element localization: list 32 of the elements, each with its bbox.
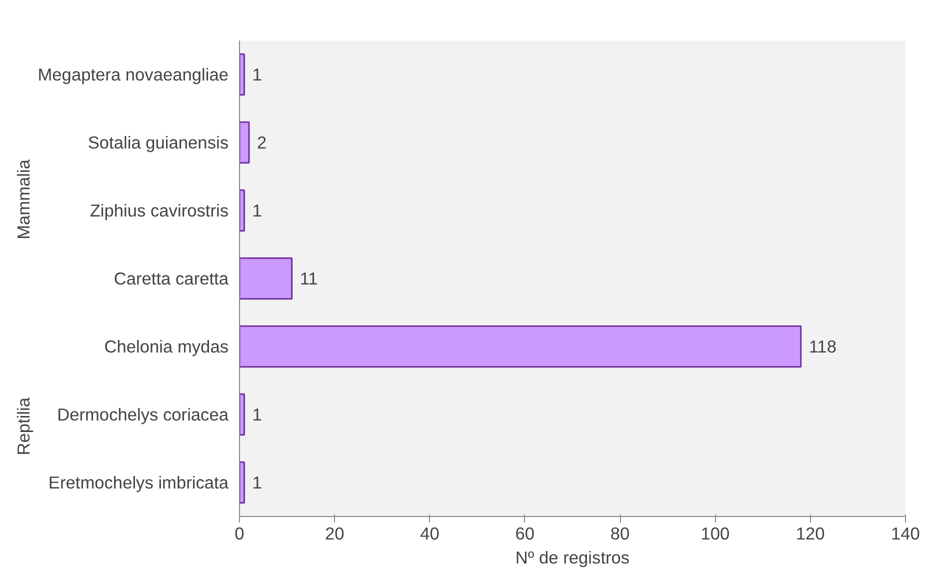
data-label: 1: [252, 404, 262, 424]
bar: [240, 53, 246, 96]
text: Mammalia: [14, 159, 34, 240]
bar: [240, 325, 802, 368]
bar: [240, 393, 246, 436]
y-tick-label: Sotalia guianensis: [88, 132, 229, 152]
x-tick-label: 120: [796, 524, 825, 544]
y-tick-label: Dermochelys coriacea: [57, 404, 229, 424]
data-label: 1: [252, 64, 262, 84]
bar: [240, 257, 293, 300]
bar: [240, 121, 250, 164]
bar: [240, 189, 246, 232]
y-tick-label: Megaptera novaeangliae: [38, 64, 229, 84]
data-label: 118: [808, 336, 836, 356]
x-tick-label: 40: [420, 524, 440, 544]
x-tick-label: 60: [515, 524, 535, 544]
x-tick-label: 140: [891, 524, 920, 544]
x-tick-label: 80: [610, 524, 630, 544]
data-label: 1: [252, 472, 262, 492]
y-tick-label: Chelonia mydas: [104, 336, 229, 356]
data-label: 1: [252, 200, 262, 220]
data-label: 11: [300, 268, 318, 288]
x-axis-title: Nº de registros: [515, 548, 630, 568]
y-tick-label: Ziphius cavirostris: [90, 200, 229, 220]
x-tick-label: 100: [700, 524, 730, 544]
data-label: 2: [257, 132, 267, 152]
text: Reptilia: [14, 397, 34, 456]
y-tick-label: Caretta caretta: [114, 268, 229, 288]
x-tick-label: 0: [234, 524, 244, 544]
y-tick-label: Eretmochelys imbricata: [48, 472, 229, 492]
x-tick-label: 20: [325, 524, 344, 544]
bar: [240, 461, 246, 504]
